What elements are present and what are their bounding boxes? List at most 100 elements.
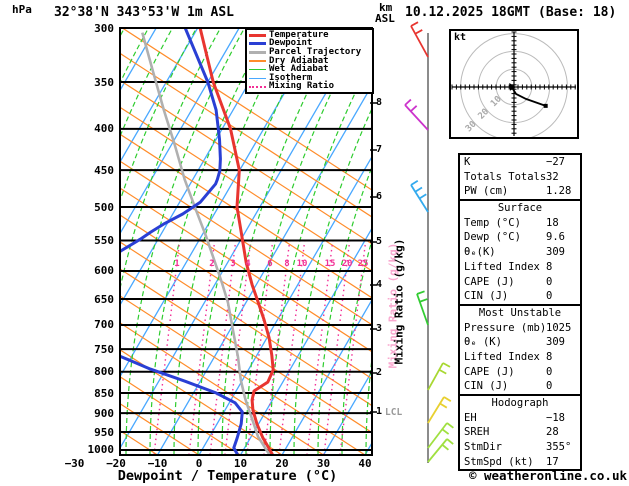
svg-text:4: 4 [245, 259, 251, 269]
pressure-tick-label: 550 [94, 233, 114, 247]
stats-label: Dewp (°C) [464, 231, 521, 244]
svg-text:10: 10 [297, 259, 308, 269]
stats-row: Dewp (°C) 9.6 [460, 230, 580, 245]
parcel-trajectory-curve [141, 32, 271, 455]
stats-label: θₑ(K) [464, 246, 496, 259]
stats-row: StmSpd (kt) 17 [460, 455, 580, 470]
stats-row: EH −18 [460, 411, 580, 426]
legend-item-label: Mixing Ratio [269, 81, 335, 92]
lcl-label: LCL [385, 406, 403, 418]
km-tick-label: 6 [376, 191, 383, 202]
stats-value: 18 [546, 216, 559, 229]
temperature-tick-label: 10 [233, 457, 248, 470]
legend-item-label: Isotherm [269, 72, 313, 83]
km-tick-label: 2 [376, 367, 383, 378]
stats-value: 0 [546, 380, 553, 393]
legend-line-sample [249, 50, 266, 54]
pressure-tick-label: 600 [94, 264, 114, 278]
stats-label: EH [464, 411, 477, 424]
km-tick-label: 5 [376, 236, 383, 247]
legend-line-sample [249, 77, 266, 80]
pressure-tick-label: 450 [94, 163, 114, 177]
legend-item-label: Parcel Trajectory [269, 46, 362, 57]
svg-text:6: 6 [267, 259, 272, 269]
wind-barb [410, 21, 429, 58]
stats-section: Surface Temp (°C) 18 Dewp (°C) 9.6 θₑ(K) 309 Li… [458, 199, 582, 306]
stats-row: Pressure (mb) 1025 [460, 321, 580, 336]
legend-line-sample [249, 68, 266, 71]
footer-credit: © weatheronline.co.uk [468, 468, 627, 483]
mixing-ratio-axis-title: Mixing Ratio (g/kg) [392, 238, 406, 365]
stats-label: StmSpd (kt) [464, 455, 534, 468]
stats-value: 0 [546, 290, 553, 303]
pressure-tick-label: 800 [94, 365, 114, 379]
legend: Temperature Dewpoint Parcel Trajectory Dry … [245, 28, 374, 95]
svg-text:8: 8 [284, 259, 289, 269]
stats-row: CAPE (J) 0 [460, 365, 580, 380]
stats-section: Most Unstable Pressure (mb) 1025 θₑ (K) 309 L… [458, 303, 582, 396]
wind-barb [404, 98, 429, 131]
mixing-ratio-tick-labels: 1 2 3 4 6 8 10 15 20 25 [174, 259, 368, 269]
stats-value: 1025 [546, 321, 572, 334]
pressure-tick-label: 750 [94, 342, 114, 356]
stats-value: 17 [546, 455, 559, 468]
stats-value: −27 [546, 156, 565, 168]
svg-text:1: 1 [174, 259, 179, 269]
legend-item: Mixing Ratio [249, 81, 372, 92]
stats-label: Temp (°C) [464, 216, 521, 229]
stats-value: 9.6 [546, 231, 565, 244]
x-axis-title: Dewpoint / Temperature (°C) [117, 468, 338, 484]
km-tick-label: 3 [376, 323, 383, 334]
svg-text:3: 3 [230, 259, 235, 269]
legend-item-label: Wet Adiabat [269, 64, 329, 75]
svg-text:25: 25 [358, 259, 369, 269]
stats-label: Totals Totals [464, 170, 547, 183]
hodograph-unit: kt [454, 32, 467, 43]
legend-line-sample [249, 60, 266, 62]
stats-row: StmDir 355° [460, 440, 580, 455]
stats-row: PW (cm) 1.28 [460, 184, 580, 199]
pressure-tick-label: 500 [94, 200, 114, 214]
svg-text:10: 10 [489, 94, 504, 109]
legend-line-sample [249, 42, 266, 46]
wind-barb [427, 422, 454, 449]
stats-value: 309 [546, 246, 565, 259]
stats-value: 8 [546, 260, 553, 273]
stats-section-header: Most Unstable [478, 306, 562, 319]
stats-row: θₑ (K) 309 [460, 335, 580, 350]
stats-label: CIN (J) [464, 380, 509, 393]
stats-value: −18 [546, 411, 565, 424]
legend-item-label: Dewpoint [269, 38, 313, 49]
dewpoint-curve [120, 28, 244, 455]
km-axis-ticks [370, 102, 377, 413]
legend-item: Isotherm [249, 72, 372, 83]
pressure-tick-label: 650 [94, 292, 114, 306]
stats-label: CIN (J) [464, 290, 509, 303]
stats-value: 0 [546, 275, 553, 288]
km-tick-label: 7 [376, 144, 383, 155]
stats-label: Lifted Index [464, 260, 540, 273]
stats-value: 1.28 [546, 185, 572, 198]
stats-row: Lifted Index 8 [460, 260, 580, 275]
altitude-unit-asl: ASL [375, 12, 395, 25]
pressure-tick-label: 700 [94, 318, 114, 332]
stats-section: K −27 Totals Totals 32 PW (cm) 1.28 [458, 153, 582, 202]
pressure-tick-label: 900 [94, 406, 114, 420]
stats-row: CIN (J) 0 [460, 379, 580, 394]
wind-barb [427, 362, 451, 391]
km-tick-label: 1 [376, 406, 383, 417]
stats-label: StmDir [464, 441, 502, 454]
stats-label: SREH [464, 426, 490, 439]
legend-line-sample [249, 85, 266, 88]
pressure-tick-label: 850 [94, 386, 114, 400]
km-tick-label: 8 [376, 97, 383, 108]
temperature-tick-label: 0 [195, 457, 203, 470]
stats-label: CAPE (J) [464, 365, 515, 378]
altitude-unit-km: km [379, 1, 393, 14]
stats-row: SREH 28 [460, 425, 580, 440]
stats-row: Totals Totals 32 [460, 170, 580, 185]
stats-section: Hodograph EH −18 SREH 28 StmDir 355° StmSpd (kt… [458, 394, 582, 472]
pressure-tick-label: 400 [94, 122, 114, 136]
